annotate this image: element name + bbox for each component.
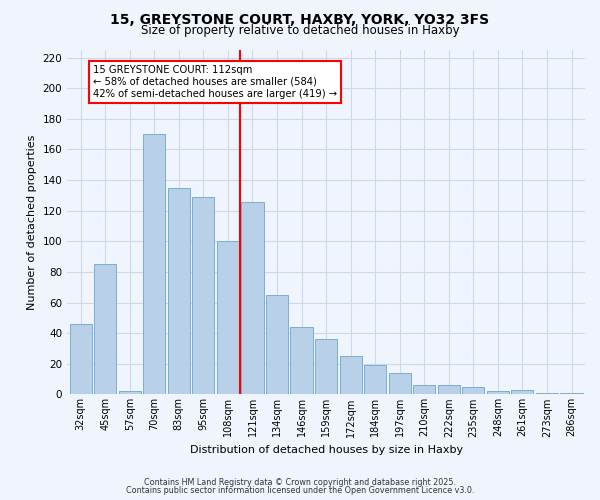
Bar: [487, 392, 509, 394]
X-axis label: Distribution of detached houses by size in Haxby: Distribution of detached houses by size …: [190, 445, 463, 455]
Bar: [462, 386, 484, 394]
Bar: [143, 134, 166, 394]
Bar: [266, 295, 288, 394]
Y-axis label: Number of detached properties: Number of detached properties: [27, 134, 37, 310]
Bar: [389, 373, 411, 394]
Bar: [364, 366, 386, 394]
Text: 15 GREYSTONE COURT: 112sqm
← 58% of detached houses are smaller (584)
42% of sem: 15 GREYSTONE COURT: 112sqm ← 58% of deta…: [93, 66, 337, 98]
Text: Size of property relative to detached houses in Haxby: Size of property relative to detached ho…: [140, 24, 460, 37]
Bar: [168, 188, 190, 394]
Bar: [241, 202, 263, 394]
Text: Contains public sector information licensed under the Open Government Licence v3: Contains public sector information licen…: [126, 486, 474, 495]
Bar: [70, 324, 92, 394]
Bar: [438, 385, 460, 394]
Bar: [413, 385, 435, 394]
Bar: [119, 392, 141, 394]
Text: Contains HM Land Registry data © Crown copyright and database right 2025.: Contains HM Land Registry data © Crown c…: [144, 478, 456, 487]
Bar: [560, 393, 583, 394]
Bar: [536, 393, 558, 394]
Bar: [340, 356, 362, 395]
Bar: [315, 340, 337, 394]
Bar: [217, 242, 239, 394]
Bar: [94, 264, 116, 394]
Text: 15, GREYSTONE COURT, HAXBY, YORK, YO32 3FS: 15, GREYSTONE COURT, HAXBY, YORK, YO32 3…: [110, 12, 490, 26]
Bar: [511, 390, 533, 394]
Bar: [290, 327, 313, 394]
Bar: [193, 197, 214, 394]
